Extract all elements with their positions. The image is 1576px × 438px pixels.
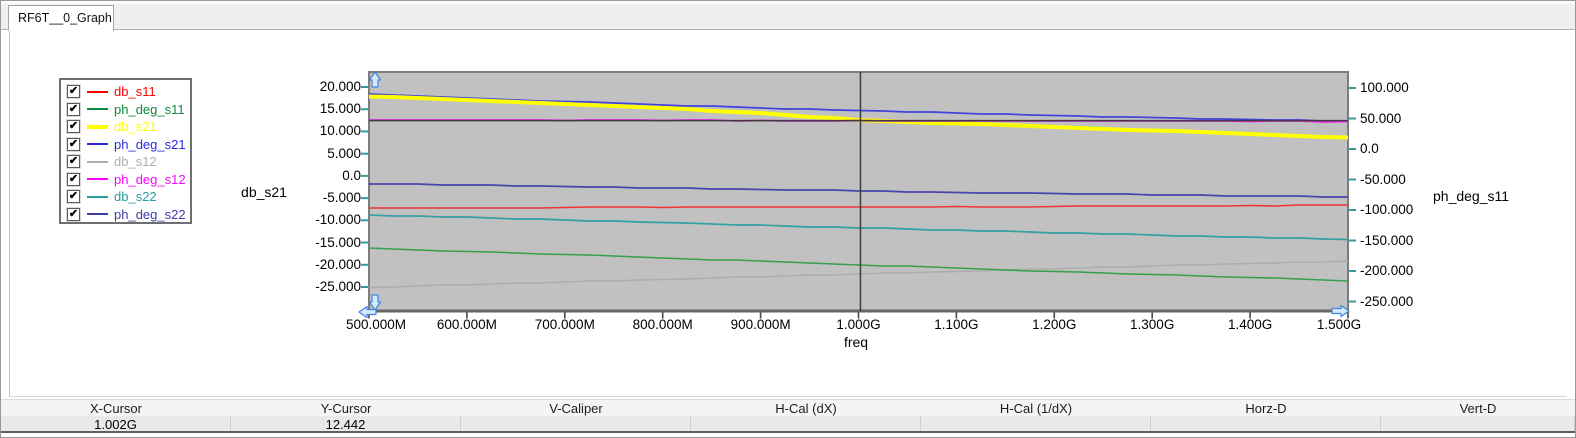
legend-color-swatch <box>87 213 108 216</box>
legend-item-label: db_s21 <box>114 119 157 135</box>
legend-item: ✔ ph_deg_s12 <box>65 171 190 189</box>
legend-color-swatch <box>87 124 108 129</box>
legend-color-swatch <box>87 108 108 111</box>
left-axis-tick-label: 15.000 <box>319 101 361 117</box>
x-axis-tick-label: 1.500G <box>1316 317 1362 332</box>
status-value-cell <box>921 416 1151 431</box>
status-value-cell: 1.002G <box>1 416 231 432</box>
legend-color-swatch <box>87 160 108 163</box>
right-axis-tick-label: 0.0 <box>1360 141 1379 156</box>
legend-color-swatch <box>87 143 108 146</box>
left-axis-tick-label: -10.000 <box>315 212 361 228</box>
trace-ph_deg_s11[interactable] <box>368 247 1349 282</box>
status-value-cell <box>691 416 921 431</box>
legend-item-label: ph_deg_s12 <box>114 171 186 187</box>
x-axis-tick-label: 600.000M <box>436 317 497 332</box>
right-axis-title: ph_deg_s11 <box>1433 188 1510 204</box>
right-axis-tick-label: -50.000 <box>1360 171 1406 187</box>
legend-checkbox[interactable]: ✔ <box>67 207 80 221</box>
legend-item: ✔ db_s21 <box>65 118 190 136</box>
status-column-header: H-Cal (1/dX) <box>999 401 1073 416</box>
left-axis-title: db_s21 <box>241 184 287 200</box>
x-axis-tick-label: 1.300G <box>1130 317 1175 332</box>
legend-item: ✔ db_s11 <box>65 83 190 101</box>
legend-box: ✔ db_s11 ✔ ph_deg_s11 ✔ db_s21 ✔ ph_deg_s21 ✔ db_… <box>59 78 192 224</box>
right-axis-tick-label: -250.000 <box>1360 293 1414 309</box>
x-axis-tick-label: 1.200G <box>1032 317 1077 332</box>
legend-item: ✔ ph_deg_s21 <box>65 136 190 154</box>
x-axis-title: freq <box>843 334 869 350</box>
status-column-header: X-Cursor <box>89 401 142 416</box>
status-value-cell <box>1151 416 1381 431</box>
left-axis-tick-label: -20.000 <box>315 256 361 272</box>
status-value-cell: 12.442 <box>231 416 461 432</box>
x-axis-tick-label: 500.000M <box>345 317 407 332</box>
left-axis-tick-label: 0.0 <box>342 167 361 183</box>
status-column-header: V-Caliper <box>549 401 603 416</box>
legend-item: ✔ ph_deg_s22 <box>65 206 190 224</box>
legend-item: ✔ ph_deg_s11 <box>65 101 190 119</box>
legend-item-label: ph_deg_s11 <box>114 101 185 117</box>
trace-ph_deg_s22[interactable] <box>369 183 1348 198</box>
x-axis-tick-label: 800.000M <box>632 317 693 332</box>
left-axis-tick-label: 20.000 <box>319 79 361 94</box>
x-axis-tick-label: 1.400G <box>1227 317 1273 332</box>
legend-item-label: db_s22 <box>114 189 157 205</box>
x-axis-tick-label: 1.000G <box>836 317 881 332</box>
right-axis-tick-label: 50.000 <box>1360 110 1402 126</box>
legend-item: ✔ db_s12 <box>65 153 190 171</box>
legend-item-label: db_s11 <box>114 84 156 100</box>
right-axis-tick-label: -150.000 <box>1360 232 1414 248</box>
right-axis-tick-label: 100.000 <box>1360 80 1409 95</box>
status-column-header: Vert-D <box>1459 401 1497 416</box>
legend-checkbox[interactable]: ✔ <box>67 155 80 169</box>
legend-checkbox[interactable]: ✔ <box>67 102 80 116</box>
left-axis-tick-label: 5.000 <box>327 145 361 161</box>
left-axis-tick-label: -5.000 <box>322 190 361 206</box>
pan-up-arrow[interactable] <box>368 71 382 88</box>
right-axis-tick-label: -100.000 <box>1360 202 1414 217</box>
legend-item: ✔ db_s22 <box>65 188 190 206</box>
x-axis-tick-label: 700.000M <box>534 317 595 332</box>
legend-item-label: ph_deg_s21 <box>114 136 186 152</box>
legend-checkbox[interactable]: ✔ <box>67 190 80 204</box>
left-axis-tick-label: -25.000 <box>315 279 361 294</box>
legend-checkbox[interactable]: ✔ <box>67 120 80 134</box>
status-value-row: 1.002G 12.442 <box>1 416 1575 433</box>
right-axis-tick-label: -200.000 <box>1360 263 1414 278</box>
status-column-header: H-Cal (dX) <box>775 401 837 416</box>
pan-left-arrow[interactable] <box>358 305 377 319</box>
x-axis-tick-label: 900.000M <box>730 317 791 332</box>
status-column-header: Y-Cursor <box>320 401 372 416</box>
left-axis-tick-label: 10.000 <box>319 123 361 139</box>
legend-color-swatch <box>87 178 108 181</box>
x-axis-tick-label: 1.100G <box>934 317 979 332</box>
legend-item-label: db_s12 <box>114 154 157 170</box>
pan-down-arrow[interactable] <box>368 294 382 311</box>
status-bar: X-Cursor Y-Cursor V-Caliper H-Cal (dX) H-Cal… <box>1 398 1575 434</box>
status-value-cell <box>1381 416 1575 431</box>
status-header-row: X-Cursor Y-Cursor V-Caliper H-Cal (dX) H-Cal… <box>1 399 1575 416</box>
pan-right-arrow[interactable] <box>1331 304 1350 318</box>
legend-color-swatch <box>87 90 108 93</box>
tab-bar: RF6T__0_Graph <box>1 1 1575 31</box>
legend-checkbox[interactable]: ✔ <box>67 137 80 151</box>
legend-checkbox[interactable]: ✔ <box>67 85 80 99</box>
left-axis-tick-label: -15.000 <box>315 234 361 250</box>
legend-color-swatch <box>87 195 108 198</box>
status-value-cell <box>461 416 691 431</box>
tab-graph[interactable]: RF6T__0_Graph <box>8 5 114 31</box>
trace-db_s11[interactable] <box>369 204 1348 209</box>
status-column-header: Horz-D <box>1245 401 1287 416</box>
trace-db_s12[interactable] <box>368 260 1349 289</box>
legend-checkbox[interactable]: ✔ <box>67 172 80 186</box>
trace-db_s22[interactable] <box>368 214 1349 241</box>
legend-item-label: ph_deg_s22 <box>114 206 186 222</box>
